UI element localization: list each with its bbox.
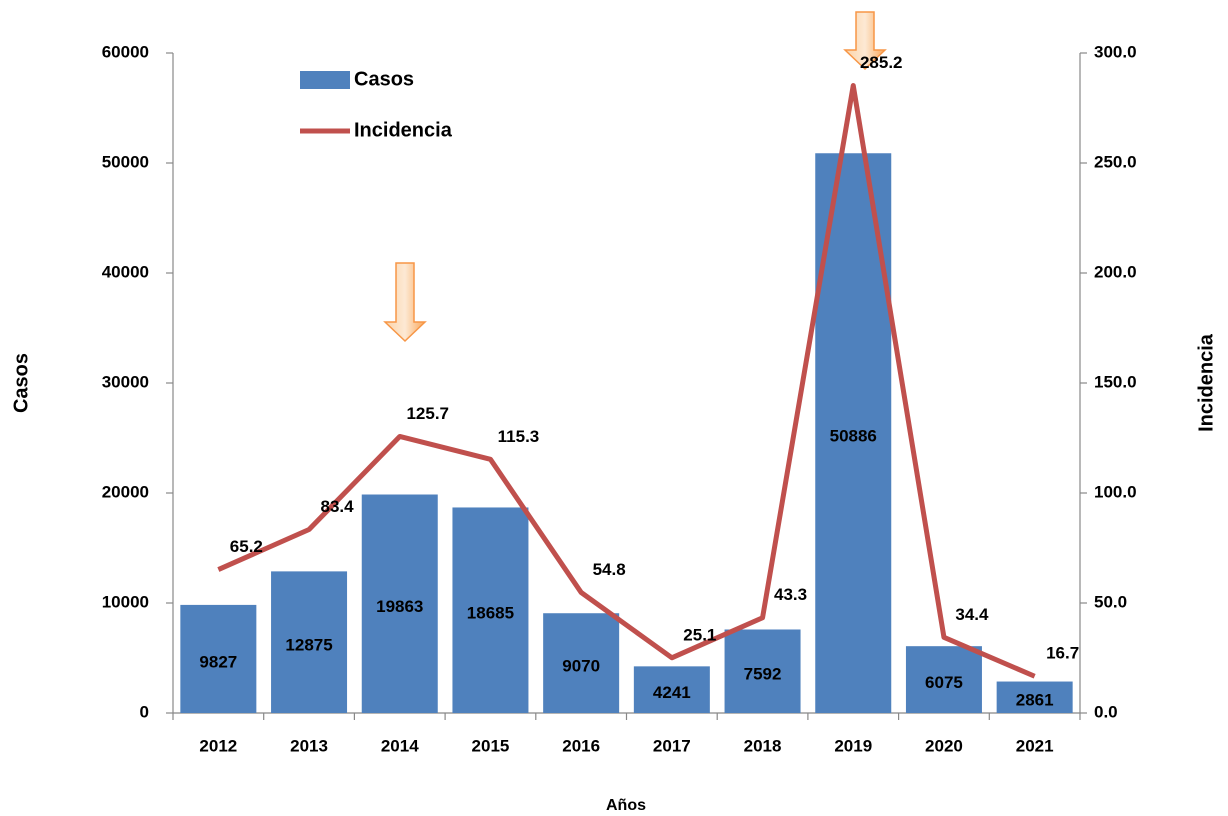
line-value-label: 83.4 xyxy=(321,497,355,516)
bar-value-label: 7592 xyxy=(744,665,782,684)
x-tick-label: 2014 xyxy=(381,736,419,755)
y-tick-label: 0 xyxy=(140,702,149,721)
arrow-2014 xyxy=(383,262,427,343)
line xyxy=(217,83,1036,679)
bar xyxy=(180,604,257,713)
bar-value-label: 9070 xyxy=(562,657,600,676)
bar-value-label: 2861 xyxy=(1016,691,1054,710)
x-tick-label: 2016 xyxy=(562,736,600,755)
bar xyxy=(633,666,710,713)
x-tick-label: 2012 xyxy=(199,736,237,755)
y-tick-label: 50000 xyxy=(102,152,149,171)
x-tick-label: 2021 xyxy=(1016,736,1054,755)
bar xyxy=(271,571,348,713)
y2-tick-label: 250.0 xyxy=(1094,152,1137,171)
y2-tick-label: 0.0 xyxy=(1094,702,1118,721)
y-tick-label: 30000 xyxy=(102,372,149,391)
bar xyxy=(361,494,438,713)
x-tick-label: 2019 xyxy=(834,736,872,755)
y2-axis-title: Incidencia xyxy=(1195,333,1217,432)
x-tick-label: 2020 xyxy=(925,736,963,755)
y2-tick-label: 150.0 xyxy=(1094,372,1137,391)
x-axis-title: Años xyxy=(606,797,646,814)
legend-swatch xyxy=(300,71,350,89)
y2-tick-label: 50.0 xyxy=(1094,592,1127,611)
bar-value-label: 50886 xyxy=(830,427,877,446)
line-value-label: 115.3 xyxy=(498,427,540,446)
line-value-label: 25.1 xyxy=(683,625,716,644)
y-tick-label: 40000 xyxy=(102,262,149,281)
y-tick-label: 20000 xyxy=(102,482,149,501)
line-value-label: 54.8 xyxy=(593,560,626,579)
y-axis-title: Casos xyxy=(10,353,32,413)
line-value-label: 125.7 xyxy=(406,404,449,423)
bar-value-label: 4241 xyxy=(653,683,691,702)
y2-tick-label: 300.0 xyxy=(1094,42,1137,61)
bar-value-label: 19863 xyxy=(376,597,423,616)
bar-value-label: 6075 xyxy=(925,673,963,692)
line-value-label: 16.7 xyxy=(1046,644,1079,663)
arrow-2019 xyxy=(843,11,887,71)
x-tick-label: 2015 xyxy=(472,736,510,755)
bar xyxy=(996,681,1073,713)
legend-label: Incidencia xyxy=(354,119,453,141)
x-tick-label: 2017 xyxy=(653,736,691,755)
x-tick-label: 2013 xyxy=(290,736,328,755)
line-value-label: 65.2 xyxy=(230,537,263,556)
y2-tick-label: 200.0 xyxy=(1094,262,1137,281)
line-value-label: 285.2 xyxy=(860,53,903,72)
line-value-label: 43.3 xyxy=(774,585,807,604)
y-tick-label: 10000 xyxy=(102,592,149,611)
legend-label: Casos xyxy=(354,68,414,90)
bar-value-label: 9827 xyxy=(199,652,237,671)
bar xyxy=(452,507,529,713)
y-tick-label: 60000 xyxy=(102,42,149,61)
bar xyxy=(543,613,620,713)
bar xyxy=(724,629,801,713)
y2-tick-label: 100.0 xyxy=(1094,482,1137,501)
x-tick-label: 2018 xyxy=(744,736,782,755)
bar xyxy=(905,646,982,713)
bar-value-label: 18685 xyxy=(467,604,514,623)
line-value-label: 34.4 xyxy=(955,605,989,624)
bar-value-label: 12875 xyxy=(285,636,332,655)
